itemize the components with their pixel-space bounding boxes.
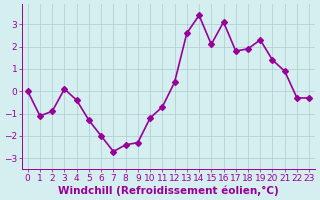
X-axis label: Windchill (Refroidissement éolien,°C): Windchill (Refroidissement éolien,°C) — [58, 185, 279, 196]
